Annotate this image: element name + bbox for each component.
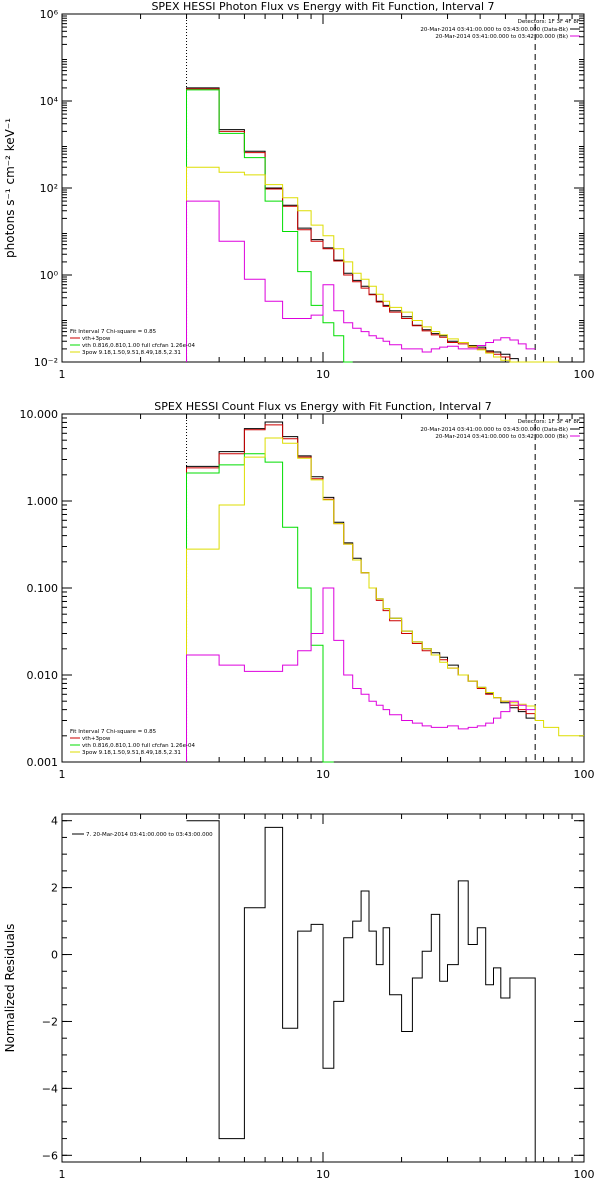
series-line-1 — [186, 820, 536, 1162]
legend-interval: 7. 20-Mar-2014 03:41:00.000 to 03:43:00.… — [86, 832, 213, 838]
legend-detectors: Detectors: 1F 3F 4F 8F — [518, 19, 580, 25]
series-line-1 — [186, 421, 536, 762]
y-axis-label: Normalized Residuals — [3, 924, 17, 1053]
legend-time-range: 20-Mar-2014 03:41:00.000 to 03:42:00.000… — [435, 34, 568, 40]
legend-time-range: 20-Mar-2014 03:41:00.000 to 03:43:00.000… — [420, 427, 568, 433]
series-line-4 — [186, 166, 559, 363]
y-tick-label: −6 — [42, 1149, 58, 1162]
x-tick-label: 100 — [574, 368, 595, 381]
x-tick-label: 10 — [316, 768, 330, 781]
legend-time-range: 20-Mar-2014 03:41:00.000 to 03:42:00.000… — [435, 434, 568, 440]
chart-title: SPEX HESSI Photon Flux vs Energy with Fi… — [151, 0, 494, 13]
x-tick-label: 1 — [59, 368, 66, 381]
y-tick-label: 1.000 — [27, 495, 59, 508]
series-line-3 — [186, 453, 334, 763]
legend-fit-component: 3pow 9.18,1.50,9.51,8.49,18.5,2.31 — [82, 750, 181, 756]
series-line-2 — [186, 424, 536, 762]
y-tick-label: −2 — [42, 1015, 58, 1028]
y-tick-label: −4 — [42, 1082, 58, 1095]
x-tick-label: 10 — [316, 1168, 330, 1181]
y-axis-label: photons s⁻¹ cm⁻² keV⁻¹ — [3, 118, 17, 258]
legend-fit-header: Fit Interval 7 Chi-square = 0.85 — [70, 729, 157, 735]
y-tick-label: 10² — [40, 182, 58, 195]
legend-fit-component: vth+3pow — [82, 736, 111, 742]
y-tick-label: 4 — [51, 815, 58, 828]
legend-fit-component: 3pow 9.18,1.50,9.51,8.49,18.5,2.31 — [82, 350, 181, 356]
chart-panel-2: SPEX HESSI Count Flux vs Energy with Fit… — [20, 400, 595, 781]
y-tick-label: 10⁰ — [40, 269, 59, 282]
y-tick-label: 2 — [51, 882, 58, 895]
chart-title: SPEX HESSI Count Flux vs Energy with Fit… — [154, 400, 491, 413]
legend-fit-component: vth 0.816,0.810,1.00 full cfcfan 1.26e-0… — [82, 343, 195, 349]
x-tick-label: 100 — [574, 1168, 595, 1181]
y-tick-label: 10⁶ — [40, 8, 59, 21]
x-tick-label: 1 — [59, 1168, 66, 1181]
x-tick-label: 100 — [574, 768, 595, 781]
series-line-1 — [186, 87, 536, 363]
y-tick-label: 10⁴ — [40, 95, 59, 108]
legend-detectors: Detectors: 1F 3F 4F 8F — [518, 419, 580, 425]
series-line-3 — [186, 89, 353, 363]
legend-fit-header: Fit Interval 7 Chi-square = 0.85 — [70, 329, 157, 335]
legend-fit-component: vth 0.816,0.810,1.00 full cfcfan 1.26e-0… — [82, 743, 195, 749]
chart-panel-1: SPEX HESSI Photon Flux vs Energy with Fi… — [3, 0, 595, 381]
y-tick-label: 0.001 — [27, 756, 59, 769]
x-tick-label: 1 — [59, 768, 66, 781]
chart-panel-3: 1 10 100 −6 −4 −2 0 2 4 Normalized Residuals 7. 20… — [3, 813, 595, 1181]
x-tick-label: 10 — [316, 368, 330, 381]
y-tick-label: 10.000 — [20, 408, 59, 421]
y-tick-label: 0.100 — [27, 582, 59, 595]
legend-fit-component: vth+3pow — [82, 336, 111, 342]
series-line-5 — [186, 587, 536, 762]
y-tick-label: 10⁻² — [34, 356, 58, 369]
series-line-5 — [186, 200, 536, 362]
legend-time-range: 20-Mar-2014 03:41:00.000 to 03:43:00.000… — [420, 27, 568, 33]
y-tick-label: 0.010 — [27, 669, 59, 682]
y-tick-label: 0 — [51, 949, 58, 962]
series-line-4 — [186, 437, 584, 762]
